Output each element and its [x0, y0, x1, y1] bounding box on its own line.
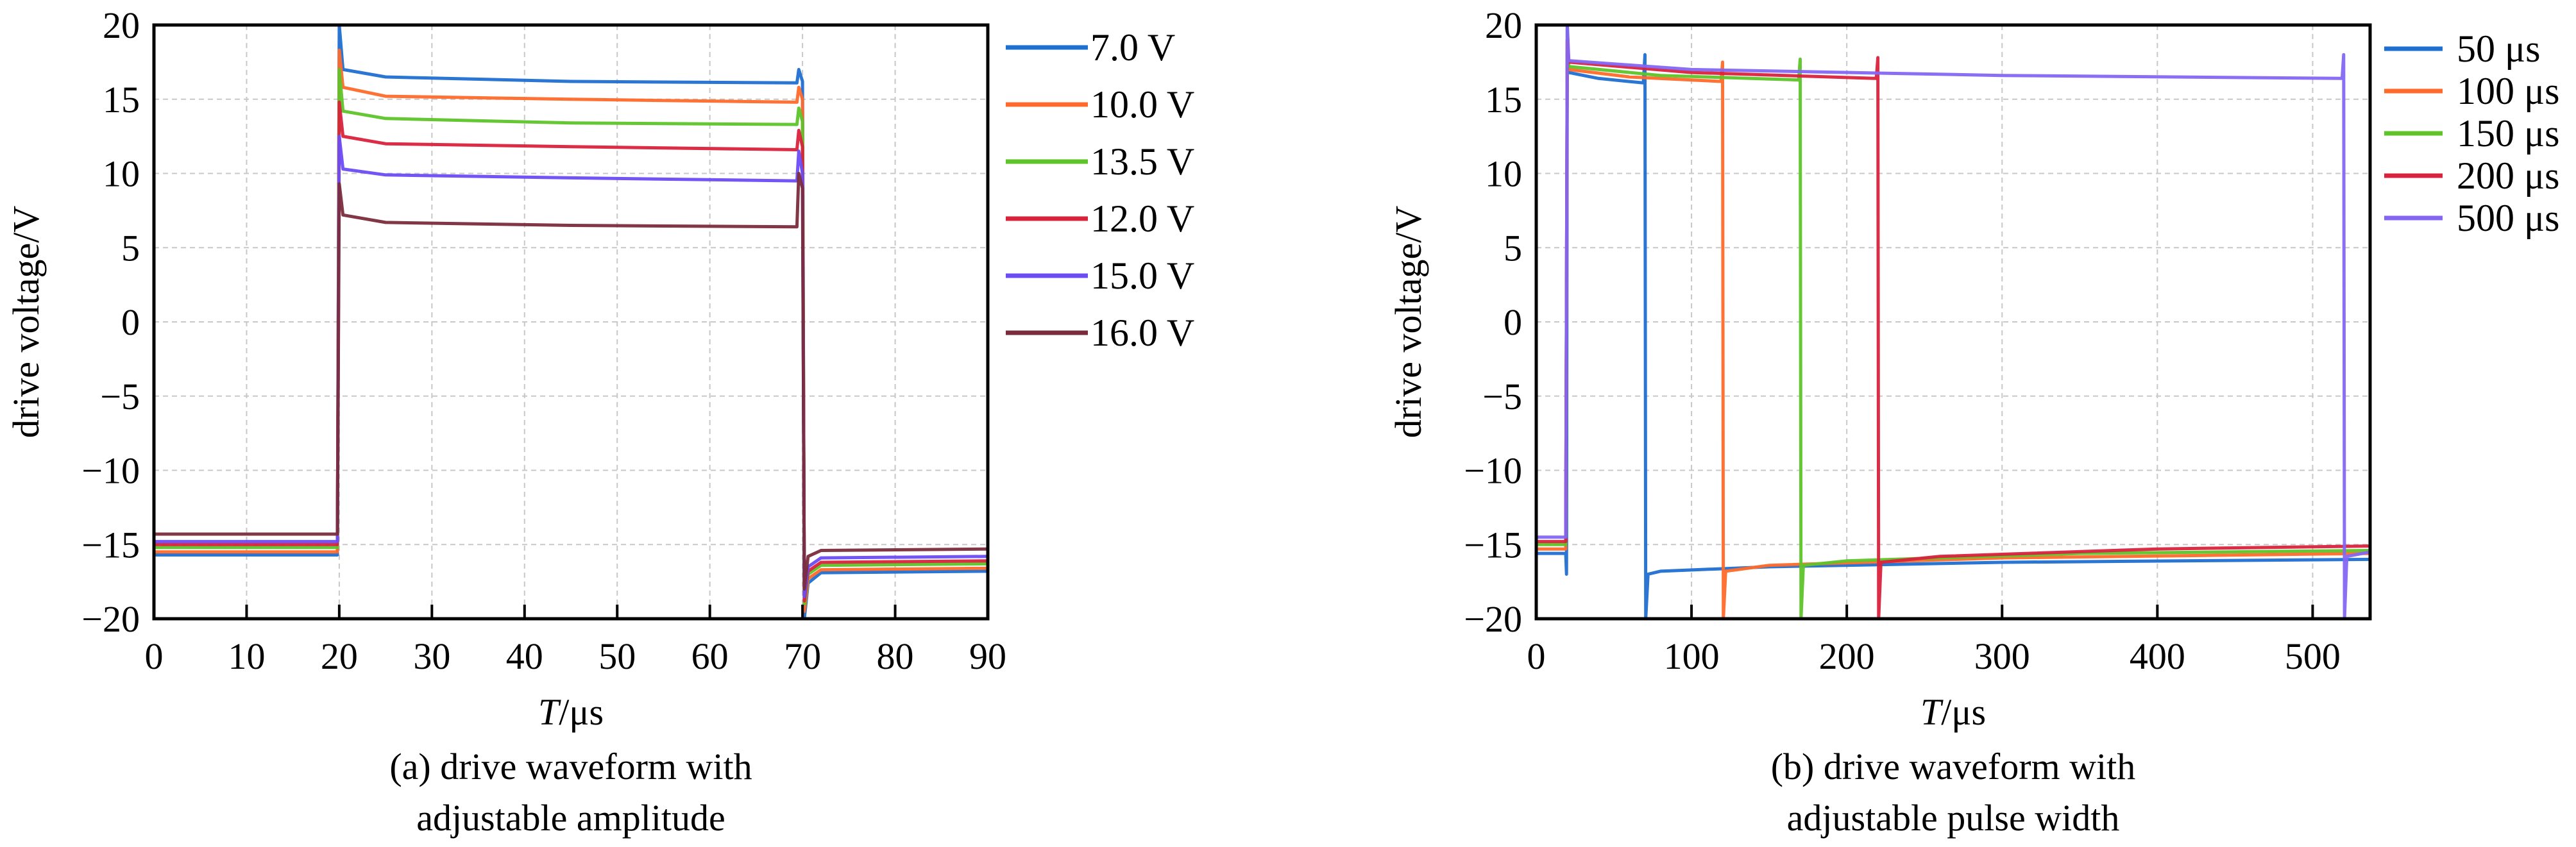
- plot-frame: [1534, 23, 2372, 621]
- x-tick-label: 40: [506, 635, 543, 677]
- x-tick-label: 50: [598, 635, 636, 677]
- grid: [153, 24, 988, 619]
- x-tick-label: 90: [969, 635, 1006, 677]
- y-tick-label: 5: [121, 227, 140, 269]
- legend-label: 12.0 V: [1090, 197, 1194, 240]
- caption-line-1: (b) drive waveform with: [1771, 746, 2136, 787]
- y-tick-label: 15: [1485, 79, 1522, 121]
- legend-label: 500 μs: [2457, 197, 2560, 239]
- y-tick-label: 0: [121, 301, 140, 343]
- y-tick-label: −10: [81, 450, 140, 492]
- legend: 7.0 V 10.0 V 13.5 V 12.0 V 15.0 V 16.0 V: [1006, 26, 1194, 354]
- x-axis-label-var: T: [1920, 691, 1944, 733]
- legend-label: 200 μs: [2457, 155, 2560, 197]
- x-axis-label-var: T: [538, 691, 561, 733]
- series-line-4: [1536, 38, 2371, 621]
- x-axis-label: T/μs: [1920, 691, 1986, 733]
- y-tick-label: −10: [1464, 450, 1522, 492]
- axis-ticks: 0 10 20 30 40 50 60 70 80 90 −20 −15 −10 −5 0 5 10 15 20: [81, 4, 1006, 677]
- x-tick-label: 20: [321, 635, 358, 677]
- y-tick-label: 20: [1485, 4, 1522, 46]
- series-line-3: [154, 67, 988, 606]
- y-tick-label: −15: [81, 524, 140, 566]
- x-axis-label-unit: /μs: [559, 691, 604, 733]
- series-line-2: [1536, 38, 2371, 621]
- x-axis-label: T/μs: [538, 691, 604, 733]
- legend-label: 50 μs: [2457, 28, 2541, 70]
- series-line-2: [154, 48, 988, 613]
- panel-b-pulse-width: 0 100 200 300 400 500 −20 −15 −10 −5 0 5 10 15 20 driv…: [1387, 4, 2560, 839]
- x-tick-label: 500: [2285, 635, 2341, 677]
- caption-line-1: (a) drive waveform with: [389, 746, 752, 787]
- x-tick-label: 30: [413, 635, 450, 677]
- x-tick-label: 80: [877, 635, 914, 677]
- y-tick-label: −5: [100, 376, 140, 417]
- x-tick-label: 60: [691, 635, 729, 677]
- x-tick-label: 10: [228, 635, 265, 677]
- y-tick-label: −20: [1464, 598, 1522, 640]
- x-tick-label: 0: [1527, 635, 1546, 677]
- legend-label: 7.0 V: [1090, 26, 1175, 69]
- panel-a-amplitude: 0 10 20 30 40 50 60 70 80 90 −20 −15 −10 −5 0 5 10 15 20 d…: [5, 4, 1194, 839]
- y-tick-label: −20: [81, 598, 140, 640]
- caption-line-2: adjustable amplitude: [416, 797, 725, 839]
- legend-label: 10.0 V: [1090, 83, 1194, 126]
- x-tick-label: 200: [1819, 635, 1875, 677]
- y-tick-label: 15: [103, 79, 140, 121]
- x-tick-label: 70: [784, 635, 821, 677]
- y-axis-label: drive voltage/V: [5, 206, 47, 439]
- y-tick-label: −15: [1464, 524, 1522, 566]
- legend-label: 100 μs: [2457, 70, 2560, 112]
- grid: [1536, 24, 2370, 619]
- caption-line-2: adjustable pulse width: [1787, 797, 2120, 839]
- series-line-5: [154, 135, 988, 598]
- x-tick-label: 100: [1664, 635, 1720, 677]
- series-lines: [1536, 23, 2371, 621]
- series-lines: [154, 23, 988, 621]
- x-tick-label: 400: [2130, 635, 2185, 677]
- series-line-3: [1536, 38, 2371, 621]
- y-tick-label: 10: [1485, 153, 1522, 195]
- y-tick-label: 10: [103, 153, 140, 195]
- x-tick-label: 0: [145, 635, 164, 677]
- legend-label: 15.0 V: [1090, 255, 1194, 297]
- x-tick-label: 300: [1974, 635, 2030, 677]
- y-axis-label: drive voltage/V: [1387, 206, 1429, 439]
- legend-label: 150 μs: [2457, 112, 2560, 155]
- y-tick-label: 0: [1504, 301, 1522, 343]
- y-tick-label: 5: [1504, 227, 1522, 269]
- series-line-5: [1536, 23, 2371, 621]
- series-line-6: [154, 172, 988, 591]
- legend-label: 13.5 V: [1090, 140, 1194, 183]
- x-axis-label-unit: /μs: [1941, 691, 1986, 733]
- y-tick-label: −5: [1482, 376, 1522, 417]
- axis-ticks: 0 100 200 300 400 500 −20 −15 −10 −5 0 5 10 15 20: [1464, 4, 2341, 677]
- legend-label: 16.0 V: [1090, 312, 1194, 354]
- plot-frame: [152, 23, 990, 621]
- y-tick-label: 20: [103, 4, 140, 46]
